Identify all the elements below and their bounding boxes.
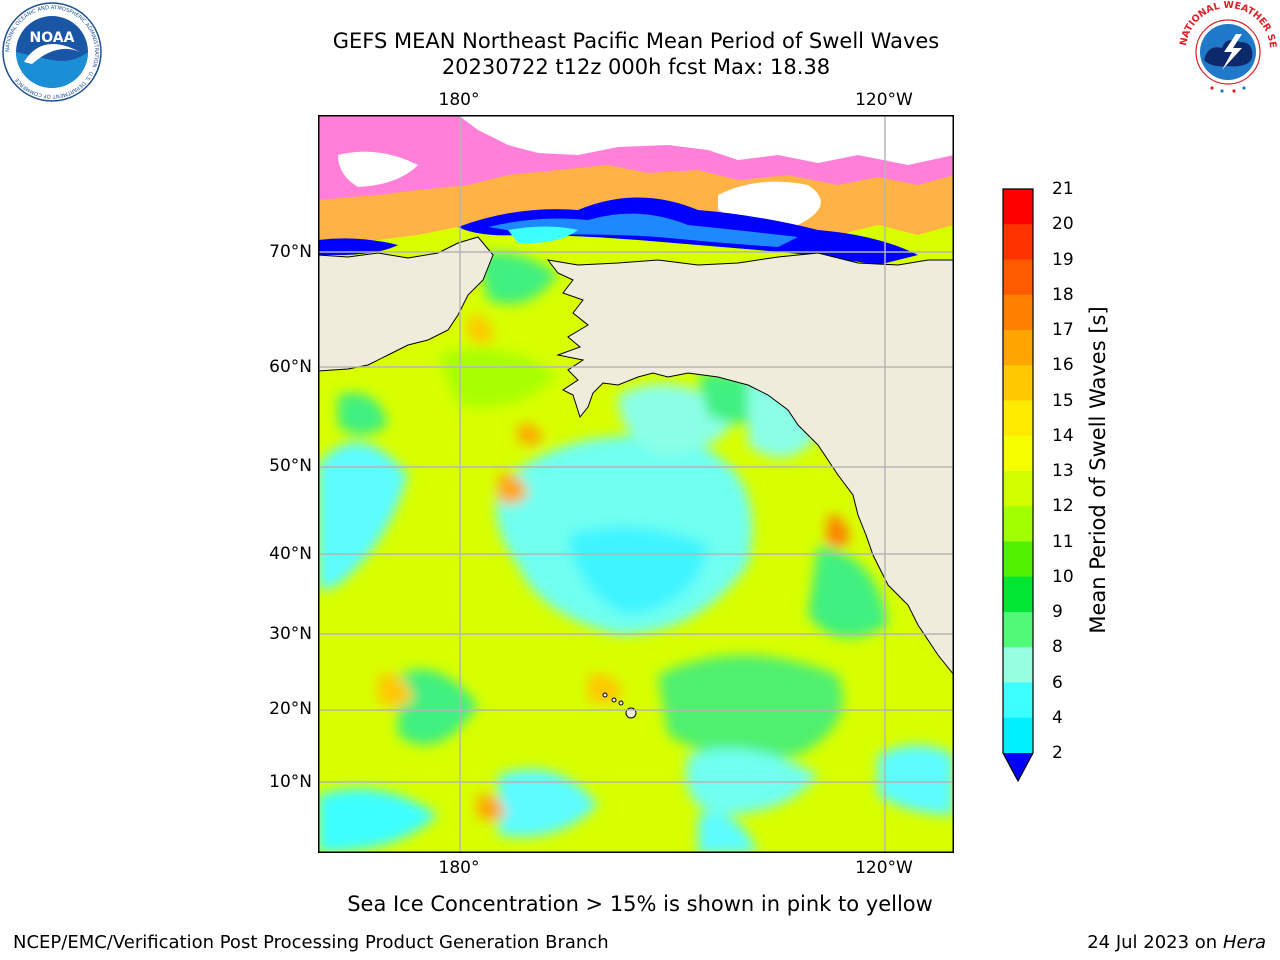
colorbar-tick-label: 19 xyxy=(1052,249,1074,270)
colorbar-band xyxy=(1003,682,1033,719)
colorbar-band xyxy=(1003,259,1033,296)
colorbar-frame xyxy=(1002,188,1034,783)
low-period-region xyxy=(698,813,758,853)
low-period-region xyxy=(568,527,708,615)
mid-period-region xyxy=(338,393,388,435)
long-period-region xyxy=(588,674,623,704)
colorbar-band xyxy=(1003,435,1033,472)
colorbar-band xyxy=(1003,541,1033,578)
colorbar-tick-label: 8 xyxy=(1052,637,1063,658)
top-lon-label: 120°W xyxy=(855,90,913,110)
footer-host: Hera xyxy=(1222,932,1266,953)
low-period-region xyxy=(878,745,954,815)
colorbar-tick-label: 18 xyxy=(1052,284,1074,305)
lat-label: 40°N xyxy=(269,544,312,564)
long-period-region xyxy=(498,474,528,504)
colorbar-tick-label: 9 xyxy=(1052,602,1063,622)
colorbar xyxy=(1002,188,1034,783)
sea-ice-region xyxy=(318,115,954,265)
map-frame xyxy=(318,115,954,853)
colorbar-band xyxy=(1003,330,1033,366)
colorbar-tick-label: 20 xyxy=(1052,214,1074,235)
low-period-region xyxy=(748,375,818,458)
colorbar-tick-label: 21 xyxy=(1052,179,1074,199)
colorbar-band xyxy=(1003,612,1033,648)
colorbar-tick-label: 16 xyxy=(1052,355,1074,376)
colorbar-tick-label: 4 xyxy=(1052,707,1063,728)
chart-subtitle: 20230722 t12z 000h fcst Max: 18.38 xyxy=(441,55,831,79)
colorbar-tick-label: 2 xyxy=(1052,743,1063,763)
lat-label: 60°N xyxy=(269,357,312,377)
colorbar-band xyxy=(1003,189,1033,225)
long-period-region xyxy=(378,674,413,708)
long-period-region xyxy=(518,424,543,445)
long-period-region xyxy=(826,514,850,548)
noaa-logo: NATIONAL OCEANIC AND ATMOSPHERIC ADMINIS… xyxy=(2,2,102,102)
top-lon-label: 180° xyxy=(438,90,480,110)
lat-label: 10°N xyxy=(269,772,312,792)
mid-period-region xyxy=(658,655,843,758)
mid-period-region xyxy=(398,669,478,745)
bottom-lon-label: 120°W xyxy=(855,858,913,878)
low-period-region xyxy=(318,442,408,590)
footer-credit: NCEP/EMC/Verification Post Processing Pr… xyxy=(13,932,609,953)
chart-title: GEFS MEAN Northeast Pacific Mean Period … xyxy=(332,29,940,53)
footer-date: 24 Jul 2023 on Hera xyxy=(1087,932,1266,954)
bottom-lon-label: 180° xyxy=(438,858,480,878)
lat-label: 20°N xyxy=(269,699,312,719)
lat-label: 30°N xyxy=(269,624,312,644)
low-period-region xyxy=(498,769,598,837)
colorbar-tick-label: 10 xyxy=(1052,566,1074,587)
noaa-wordmark: NOAA xyxy=(30,30,75,46)
colorbar-extend-min xyxy=(1003,753,1033,781)
lat-label: 70°N xyxy=(269,242,312,262)
mid-period-region xyxy=(808,545,888,638)
colorbar-band xyxy=(1003,294,1033,331)
land-mass xyxy=(318,236,954,676)
colorbar-label: Mean Period of Swell Waves [s] xyxy=(1086,306,1110,634)
colorbar-band xyxy=(1003,647,1033,683)
colorbar-tick-label: 6 xyxy=(1052,672,1063,693)
colorbar-band xyxy=(1003,717,1033,754)
mid-period-region xyxy=(438,348,558,407)
colorbar-band xyxy=(1003,365,1033,401)
colorbar-tick-label: 14 xyxy=(1052,425,1074,446)
low-period-region xyxy=(318,788,438,853)
swell-period-map xyxy=(318,115,954,853)
graticule xyxy=(318,115,954,853)
long-period-region xyxy=(476,794,506,821)
nws-logo: NATIONAL WEATHER SERVICE xyxy=(1174,0,1278,100)
colorbar-tick-label: 13 xyxy=(1052,461,1074,481)
colorbar-band xyxy=(1003,400,1033,437)
sea-ice-caption: Sea Ice Concentration > 15% is shown in … xyxy=(347,892,933,916)
lat-label: 50°N xyxy=(269,456,312,476)
long-period-region xyxy=(468,315,493,344)
colorbar-band xyxy=(1003,506,1033,542)
footer-date-text: 24 Jul 2023 on xyxy=(1087,932,1223,953)
colorbar-tick-label: 15 xyxy=(1052,390,1074,411)
colorbar-tick-label: 17 xyxy=(1052,320,1074,340)
colorbar-tick-label: 12 xyxy=(1052,496,1074,517)
colorbar-band xyxy=(1003,576,1033,613)
colorbar-tick-label: 11 xyxy=(1052,531,1074,552)
colorbar-band xyxy=(1003,224,1033,260)
colorbar-band xyxy=(1003,471,1033,507)
mid-period-region xyxy=(478,252,558,305)
